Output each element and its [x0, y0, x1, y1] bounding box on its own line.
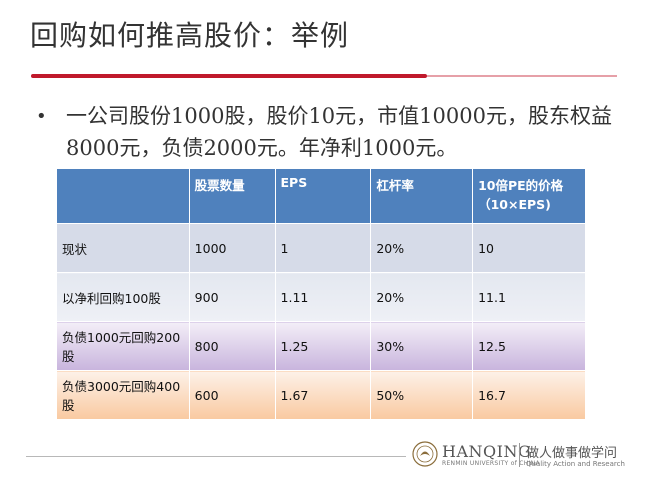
table-cell: 负债3000元回购400股	[56, 370, 190, 420]
footer-separator	[519, 443, 520, 467]
table-cell: 1	[274, 223, 372, 273]
table-cell: 600	[188, 370, 276, 420]
table-cell: 20%	[370, 272, 474, 322]
table-row: 现状 1000 1 20% 10	[56, 223, 586, 273]
bullet-dot-icon: •	[36, 106, 47, 127]
motto: 做人做事做学问	[526, 446, 618, 461]
table-cell: 16.7	[472, 370, 586, 420]
table-cell: 10	[472, 223, 586, 273]
header-cell: 10倍PE的价格（10×EPS)	[472, 168, 586, 224]
header-cell: 股票数量	[188, 168, 276, 224]
header-cell: EPS	[274, 168, 372, 224]
table-cell: 30%	[370, 321, 474, 371]
slide-title: 回购如何推高股价：举例	[30, 19, 350, 52]
table-header-row: 股票数量 EPS 杠杆率 10倍PE的价格（10×EPS)	[56, 168, 586, 224]
table-cell: 50%	[370, 370, 474, 420]
table-cell: 1000	[188, 223, 276, 273]
table-cell: 负债1000元回购200股	[56, 321, 190, 371]
university-seal-icon	[412, 441, 438, 467]
table-cell: 800	[188, 321, 276, 371]
table-cell: 1.67	[274, 370, 372, 420]
table-cell: 现状	[56, 223, 190, 273]
header-cell	[56, 168, 190, 224]
footer-divider	[26, 456, 406, 457]
buyback-table: 股票数量 EPS 杠杆率 10倍PE的价格（10×EPS) 现状 1000 1 …	[56, 168, 586, 420]
table-cell: 20%	[370, 223, 474, 273]
brand-name: HANQING	[442, 442, 532, 461]
bullet-text: 一公司股份1000股，股价10元，市值10000元，股东权益8000元，负债20…	[66, 104, 612, 160]
table-cell: 1.11	[274, 272, 372, 322]
title-underline-thin	[427, 75, 617, 77]
table-row: 负债1000元回购200股 800 1.25 30% 12.5	[56, 321, 586, 371]
brand-subtitle: RENMIN UNIVERSITY of CHINA	[442, 460, 540, 467]
table-cell: 900	[188, 272, 276, 322]
table-cell: 12.5	[472, 321, 586, 371]
table-row: 以净利回购100股 900 1.11 20% 11.1	[56, 272, 586, 322]
table-cell: 1.25	[274, 321, 372, 371]
table-row: 负债3000元回购400股 600 1.67 50% 16.7	[56, 370, 586, 420]
motto-subtitle: Quality Action and Research	[526, 460, 625, 468]
header-cell: 杠杆率	[370, 168, 474, 224]
table-cell: 以净利回购100股	[56, 272, 190, 322]
table-cell: 11.1	[472, 272, 586, 322]
title-underline	[31, 74, 427, 78]
